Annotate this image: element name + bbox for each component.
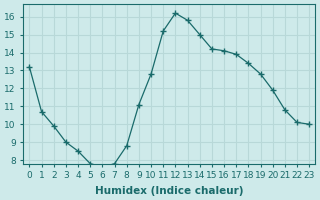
X-axis label: Humidex (Indice chaleur): Humidex (Indice chaleur) <box>95 186 244 196</box>
